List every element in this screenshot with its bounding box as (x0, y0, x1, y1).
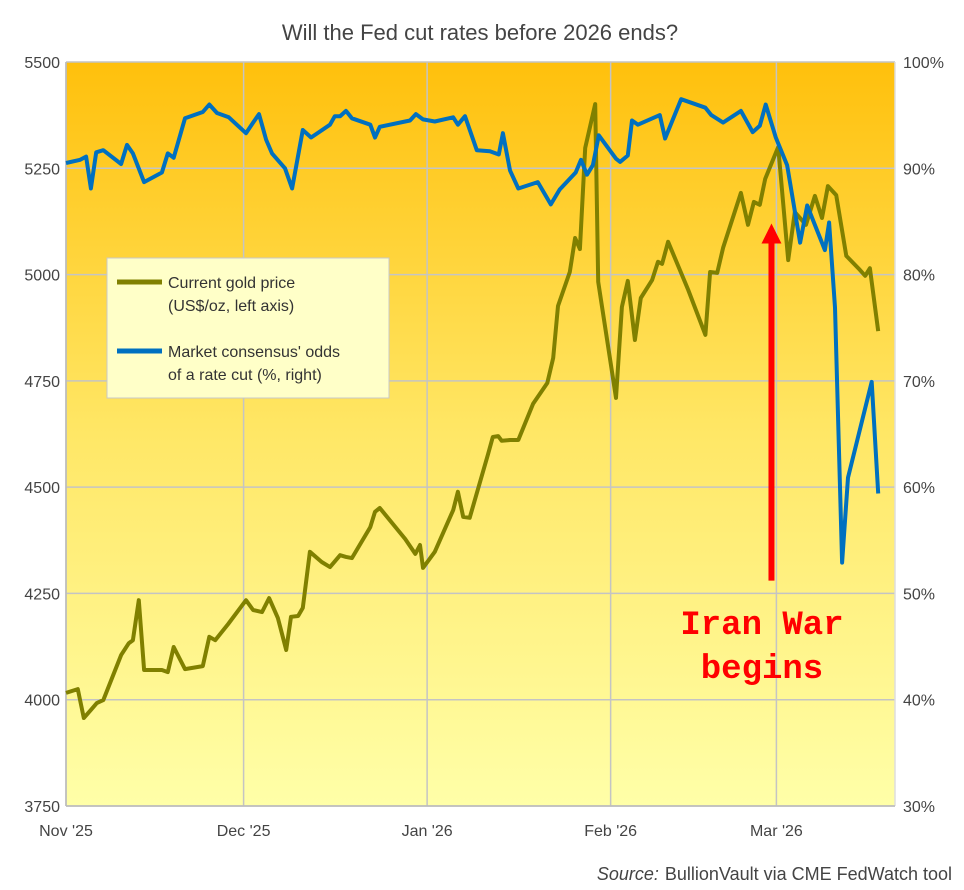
y-right-tick-label: 80% (903, 268, 935, 285)
annotation-line1: Iran War (680, 607, 843, 645)
axes: 3750 30% 4000 40% 4250 50% 4500 60% 4750 70% 5000 8… (24, 55, 944, 840)
legend-gold-line2: (US$/oz, left axis) (168, 298, 294, 315)
source-note: Source: BullionVault via CME FedWatch too… (597, 864, 952, 884)
legend: Current gold price (US$/oz, left axis) M… (106, 257, 390, 399)
y-left-tick-label: 5500 (24, 55, 60, 72)
annotation-line2: begins (701, 651, 823, 689)
y-left-tick-label: 5250 (24, 161, 60, 178)
plot-area (66, 62, 895, 806)
y-right-tick-label: 50% (903, 586, 935, 603)
x-tick-label: Jan '26 (402, 823, 453, 840)
chart-title: Will the Fed cut rates before 2026 ends? (282, 20, 678, 45)
source-label: Source: (597, 864, 659, 884)
y-right-tick-label: 70% (903, 374, 935, 391)
annotation: Iran War begins (680, 223, 844, 689)
legend-odds-line2: of a rate cut (%, right) (168, 367, 322, 384)
y-right-tick-label: 60% (903, 480, 935, 497)
y-left-tick-label: 4000 (24, 693, 60, 710)
y-left-tick-label: 4250 (24, 586, 60, 603)
y-right-tick-label: 40% (903, 693, 935, 710)
source-text: BullionVault via CME FedWatch tool (665, 864, 952, 884)
y-left-tick-label: 3750 (24, 799, 60, 816)
arrow-up-icon (761, 223, 782, 244)
x-tick-label: Feb '26 (584, 823, 637, 840)
series-lines (65, 97, 881, 720)
legend-gold-line1: Current gold price (168, 275, 295, 292)
y-right-tick-label: 100% (903, 55, 944, 72)
gold-price-line (65, 102, 881, 720)
legend-odds-line1: Market consensus' odds (168, 344, 340, 361)
x-tick-label: Dec '25 (217, 823, 271, 840)
rate-cut-odds-line (65, 97, 881, 565)
y-left-tick-label: 4750 (24, 374, 60, 391)
x-tick-label: Nov '25 (39, 823, 93, 840)
y-right-tick-label: 90% (903, 161, 935, 178)
y-left-tick-label: 4500 (24, 480, 60, 497)
y-left-tick-label: 5000 (24, 268, 60, 285)
x-tick-label: Mar '26 (750, 823, 803, 840)
y-right-tick-label: 30% (903, 799, 935, 816)
